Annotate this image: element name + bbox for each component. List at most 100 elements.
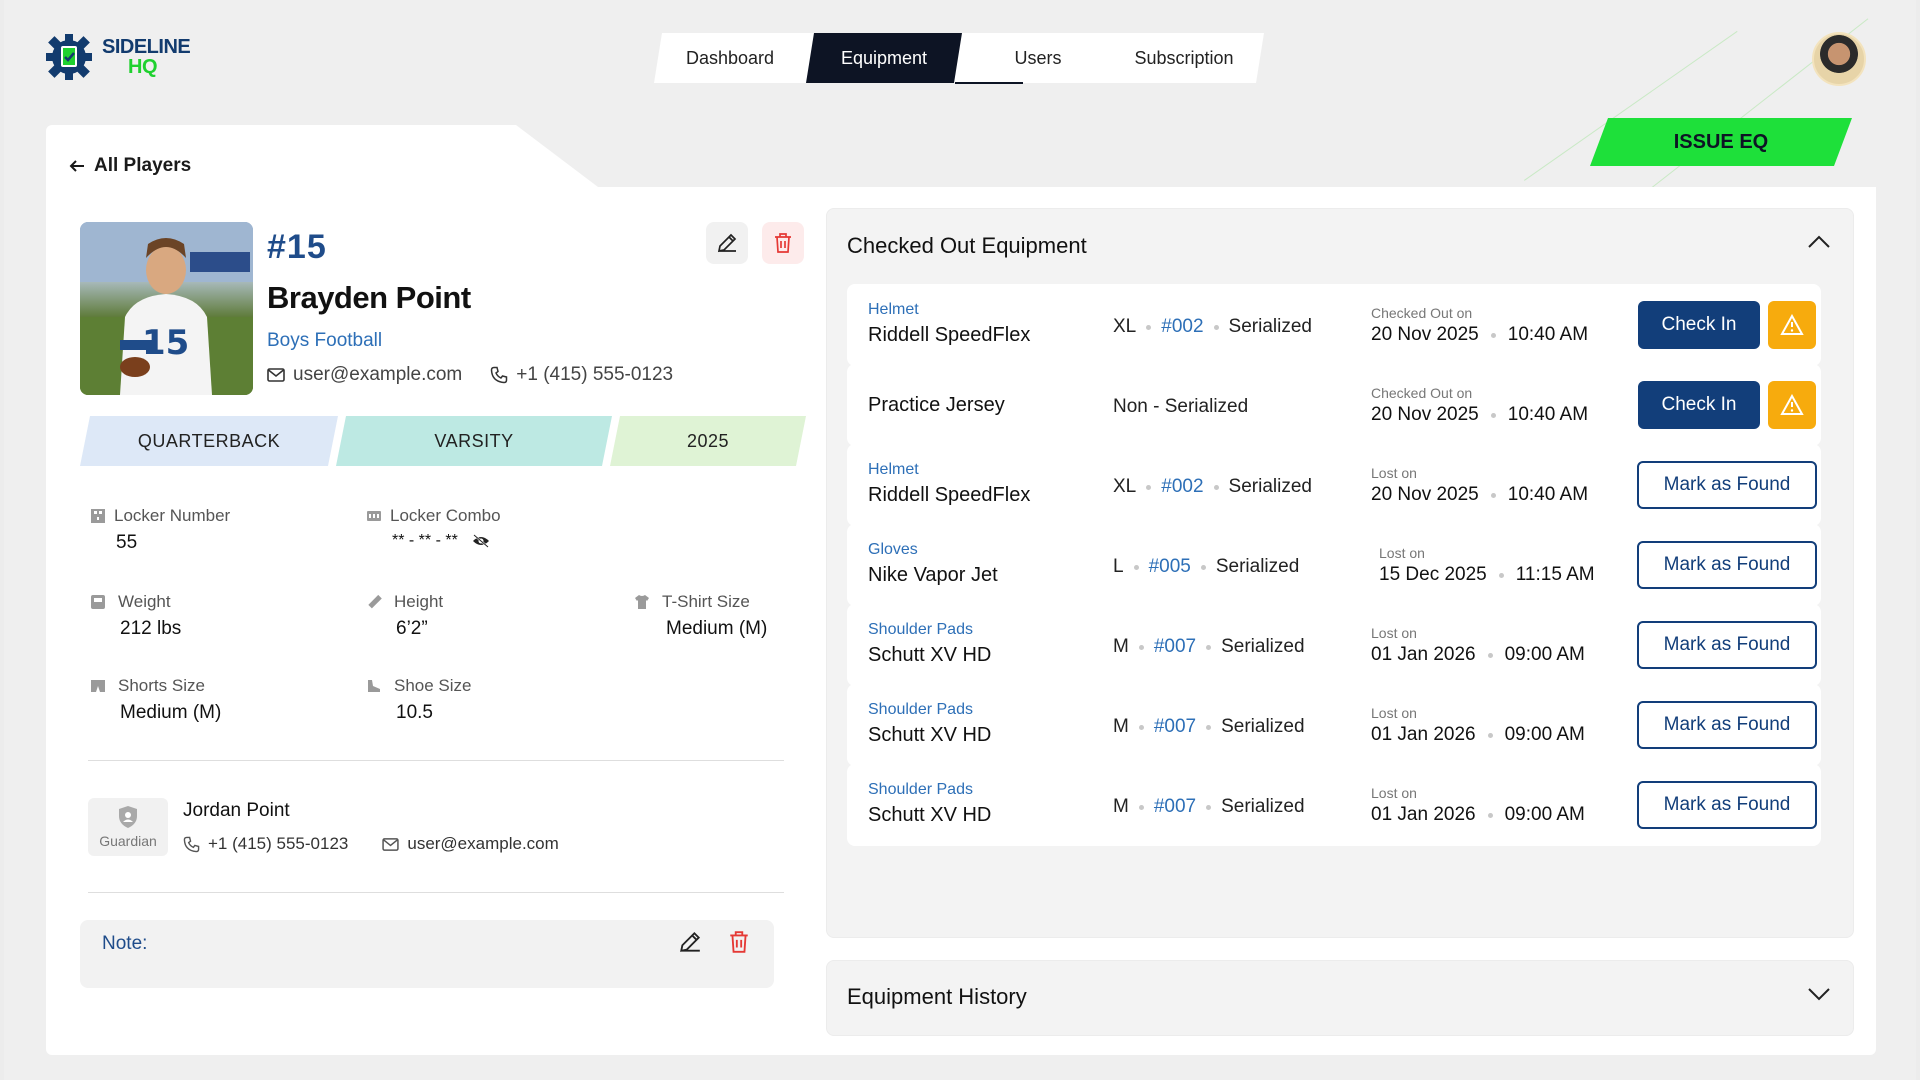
shorts-value: Medium (M) <box>120 702 222 723</box>
brand-logo[interactable]: SIDELINE HQ <box>44 32 191 82</box>
team-name[interactable]: Boys Football <box>267 330 383 351</box>
equipment-number[interactable]: #007 <box>1153 796 1197 817</box>
chevron-down-icon <box>1808 988 1830 1001</box>
attr-shorts: Shorts Size Medium (M) <box>90 676 221 724</box>
date-label: Lost on <box>1371 705 1417 721</box>
equipment-name: Nike Vapor Jet <box>868 564 998 586</box>
equipment-history-panel[interactable]: Equipment History <box>826 960 1854 1036</box>
equipment-number[interactable]: #002 <box>1161 476 1204 497</box>
equipment-type: Serialized <box>1221 796 1305 817</box>
equipment-category: Gloves <box>868 541 918 558</box>
date-value: 01 Jan 2026 09:00 AM <box>1371 644 1585 666</box>
top-nav: Dashboard Equipment Users Subscription <box>654 33 1264 83</box>
shoe-icon <box>368 680 380 692</box>
checked-out-panel: Checked Out Equipment Helmet Riddell Spe… <box>826 208 1854 938</box>
eye-off-icon[interactable] <box>472 534 490 548</box>
player-email[interactable]: user@example.com <box>293 364 463 385</box>
equipment-number[interactable]: #007 <box>1153 636 1197 657</box>
mark-as-found-button[interactable]: Mark as Found <box>1637 461 1817 509</box>
ruler-icon <box>368 594 382 609</box>
attr-weight: Weight 212 lbs <box>90 592 181 640</box>
equipment-spec: XL #002 Serialized <box>1113 476 1312 498</box>
collapse-checked-out-button[interactable] <box>1807 235 1831 254</box>
check-in-button[interactable]: Check In <box>1638 301 1760 349</box>
player-contact: user@example.com +1 (415) 555-0123 <box>267 364 673 386</box>
equipment-number[interactable]: #005 <box>1148 556 1191 577</box>
time: 10:40 AM <box>1507 404 1589 425</box>
equipment-size: M <box>1113 796 1129 817</box>
time: 09:00 AM <box>1504 804 1585 825</box>
attr-height: Height 6’2” <box>366 592 443 640</box>
locker-number-label: Locker Number <box>114 506 231 525</box>
equipment-number[interactable]: #007 <box>1153 716 1197 737</box>
equipment-number[interactable]: #002 <box>1161 316 1204 337</box>
height-value: 6’2” <box>396 618 428 639</box>
date: 20 Nov 2025 <box>1371 484 1479 505</box>
edit-note-button[interactable] <box>678 930 702 959</box>
locker-combo-label: Locker Combo <box>390 506 501 525</box>
equipment-type: Non - Serialized <box>1113 396 1249 417</box>
date-label: Lost on <box>1371 465 1417 481</box>
expand-history-button[interactable] <box>1807 987 1831 1006</box>
mark-as-found-button[interactable]: Mark as Found <box>1637 781 1817 829</box>
equipment-size: L <box>1113 556 1124 577</box>
equipment-row: Practice Jersey Non - Serialized Checked… <box>847 364 1821 446</box>
issue-eq-button[interactable]: ISSUE EQ <box>1590 118 1852 166</box>
date-value: 01 Jan 2026 09:00 AM <box>1371 804 1585 826</box>
equipment-row: Helmet Riddell SpeedFlex XL #002 Seriali… <box>847 444 1821 526</box>
level-tag: VARSITY <box>336 416 612 466</box>
date-label: Checked Out on <box>1371 385 1473 401</box>
section-divider <box>88 760 784 761</box>
check-in-button[interactable]: Check In <box>1638 381 1760 429</box>
shoe-label: Shoe Size <box>394 676 472 695</box>
equipment-category: Shoulder Pads <box>868 621 973 638</box>
year-tag: 2025 <box>610 416 806 466</box>
mark-as-found-button[interactable]: Mark as Found <box>1637 701 1817 749</box>
user-avatar[interactable] <box>1812 32 1866 86</box>
time: 11:15 AM <box>1515 564 1595 585</box>
equipment-name: Practice Jersey <box>868 394 1005 416</box>
position-tag: QUARTERBACK <box>80 416 338 466</box>
phone-icon <box>183 836 200 852</box>
edit-player-button[interactable] <box>706 222 748 264</box>
guardian-name: Jordan Point <box>183 800 290 821</box>
equipment-spec: M #007 Serialized <box>1113 796 1305 818</box>
brand-name-line2: HQ <box>128 56 158 78</box>
time: 09:00 AM <box>1504 724 1585 745</box>
date: 01 Jan 2026 <box>1371 644 1476 665</box>
warning-icon <box>1780 394 1804 415</box>
back-to-players-link[interactable]: All Players <box>68 155 191 177</box>
guardian-email[interactable]: user@example.com <box>407 834 559 853</box>
logo-gear-icon <box>46 34 92 80</box>
tab-users[interactable]: Users <box>1014 47 1062 68</box>
equipment-name: Schutt XV HD <box>868 644 992 666</box>
equipment-type: Serialized <box>1221 716 1305 737</box>
back-arrow-icon <box>69 160 84 172</box>
combo-lock-icon <box>367 511 381 521</box>
delete-player-button[interactable] <box>762 222 804 264</box>
time: 09:00 AM <box>1504 644 1585 665</box>
delete-note-button[interactable] <box>728 930 750 959</box>
report-issue-button[interactable] <box>1768 301 1816 349</box>
mark-as-found-button[interactable]: Mark as Found <box>1637 621 1817 669</box>
equipment-category: Shoulder Pads <box>868 701 973 718</box>
date-label: Checked Out on <box>1371 305 1473 321</box>
report-issue-button[interactable] <box>1768 381 1816 429</box>
tab-equipment[interactable]: Equipment <box>806 33 962 83</box>
mark-as-found-button[interactable]: Mark as Found <box>1637 541 1817 589</box>
tab-dashboard[interactable]: Dashboard <box>685 47 775 68</box>
shorts-label: Shorts Size <box>118 676 205 695</box>
date-value: 20 Nov 2025 10:40 AM <box>1371 324 1588 346</box>
attr-locker-combo: Locker Combo ** - ** - ** <box>366 506 501 550</box>
guardian-badge-label: Guardian <box>99 833 157 849</box>
pencil-icon <box>717 233 737 253</box>
tab-subscription[interactable]: Subscription <box>1134 47 1234 68</box>
locker-combo-value: ** - ** - ** <box>392 532 458 549</box>
attr-locker-number: Locker Number 55 <box>90 506 230 554</box>
weight-label: Weight <box>118 592 171 611</box>
equipment-name: Schutt XV HD <box>868 724 992 746</box>
equipment-size: XL <box>1113 316 1137 337</box>
guardian-phone[interactable]: +1 (415) 555-0123 <box>208 834 349 853</box>
player-phone[interactable]: +1 (415) 555-0123 <box>516 364 674 385</box>
date: 15 Dec 2025 <box>1379 564 1487 585</box>
